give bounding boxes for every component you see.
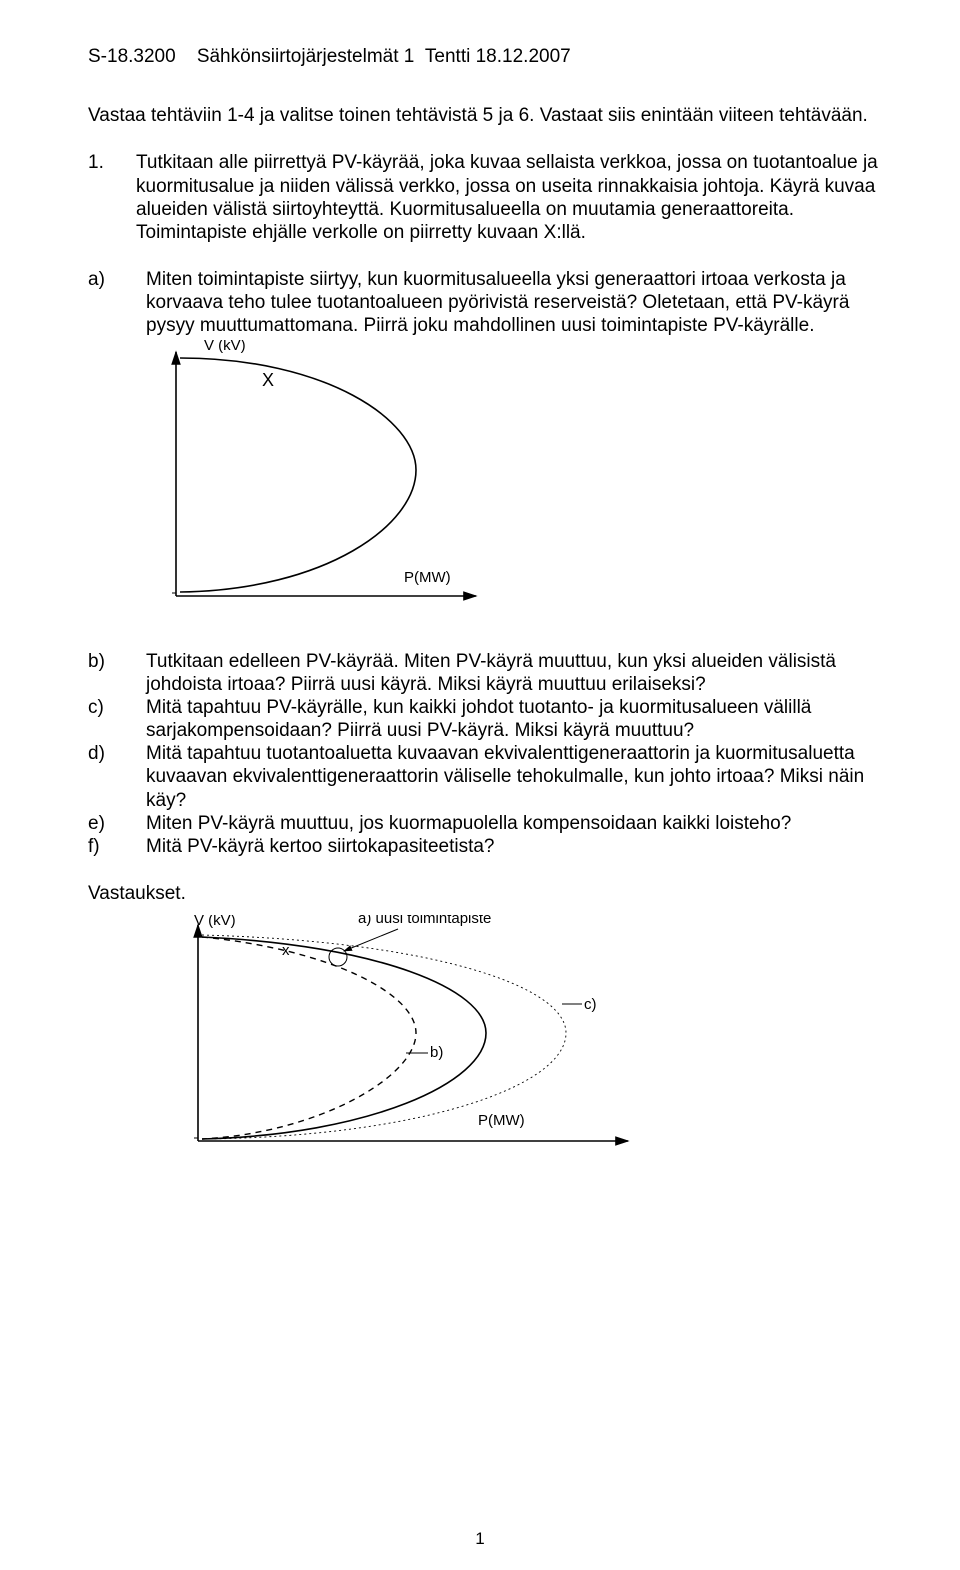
sub-label-a: a) — [88, 268, 146, 338]
svg-text:P(MW): P(MW) — [404, 569, 451, 586]
question-number: 1. — [88, 151, 136, 244]
page-number: 1 — [0, 1529, 960, 1550]
svg-text:c): c) — [584, 996, 597, 1013]
svg-text:X: X — [262, 370, 274, 390]
sub-b: b) Tutkitaan edelleen PV-käyrää. Miten P… — [88, 650, 890, 696]
answers-heading: Vastaukset. — [88, 882, 890, 905]
sub-body-a: Miten toimintapiste siirtyy, kun kuormit… — [146, 268, 890, 338]
chart-2: x V (kV) P(MW) a) uusi toimintapiste b) c) — [168, 915, 890, 1165]
course-code: S-18.3200 — [88, 46, 176, 67]
svg-text:b): b) — [430, 1044, 443, 1061]
sub-label-c: c) — [88, 696, 146, 742]
sub-f: f) Mitä PV-käyrä kertoo siirtokapasiteet… — [88, 835, 890, 858]
page-header: S-18.3200 Sähkönsiirtojärjestelmät 1 Ten… — [88, 45, 890, 68]
sub-body-d: Mitä tapahtuu tuotantoaluetta kuvaavan e… — [146, 742, 890, 812]
sub-a: a) Miten toimintapiste siirtyy, kun kuor… — [88, 268, 890, 338]
pv-curve-chart: V (kV) P(MW) X — [146, 340, 486, 620]
sub-c: c) Mitä tapahtuu PV-käyrälle, kun kaikki… — [88, 696, 890, 742]
sub-label-d: d) — [88, 742, 146, 812]
exam-label: Tentti 18.12.2007 — [425, 46, 571, 67]
pv-curve-answers-chart: x V (kV) P(MW) a) uusi toimintapiste b) c) — [168, 915, 648, 1165]
question-1: 1. Tutkitaan alle piirrettyä PV-käyrää, … — [88, 151, 890, 244]
svg-text:V (kV): V (kV) — [204, 340, 246, 354]
svg-text:x: x — [282, 942, 290, 959]
sub-label-b: b) — [88, 650, 146, 696]
svg-text:a) uusi toimintapiste: a) uusi toimintapiste — [358, 915, 491, 927]
sub-e: e) Miten PV-käyrä muuttuu, jos kuormapuo… — [88, 812, 890, 835]
sub-label-f: f) — [88, 835, 146, 858]
svg-text:P(MW): P(MW) — [478, 1112, 525, 1129]
course-title: Sähkönsiirtojärjestelmät 1 — [197, 46, 415, 67]
sub-body-e: Miten PV-käyrä muuttuu, jos kuormapuolel… — [146, 812, 890, 835]
sub-body-f: Mitä PV-käyrä kertoo siirtokapasiteetist… — [146, 835, 890, 858]
sub-body-c: Mitä tapahtuu PV-käyrälle, kun kaikki jo… — [146, 696, 890, 742]
svg-text:V (kV): V (kV) — [194, 915, 236, 929]
question-body: Tutkitaan alle piirrettyä PV-käyrää, jok… — [136, 151, 890, 244]
instructions: Vastaa tehtäviin 1-4 ja valitse toinen t… — [88, 104, 890, 127]
sub-label-e: e) — [88, 812, 146, 835]
sub-d: d) Mitä tapahtuu tuotantoaluetta kuvaava… — [88, 742, 890, 812]
sub-body-b: Tutkitaan edelleen PV-käyrää. Miten PV-k… — [146, 650, 890, 696]
chart-1: V (kV) P(MW) X — [146, 340, 890, 620]
